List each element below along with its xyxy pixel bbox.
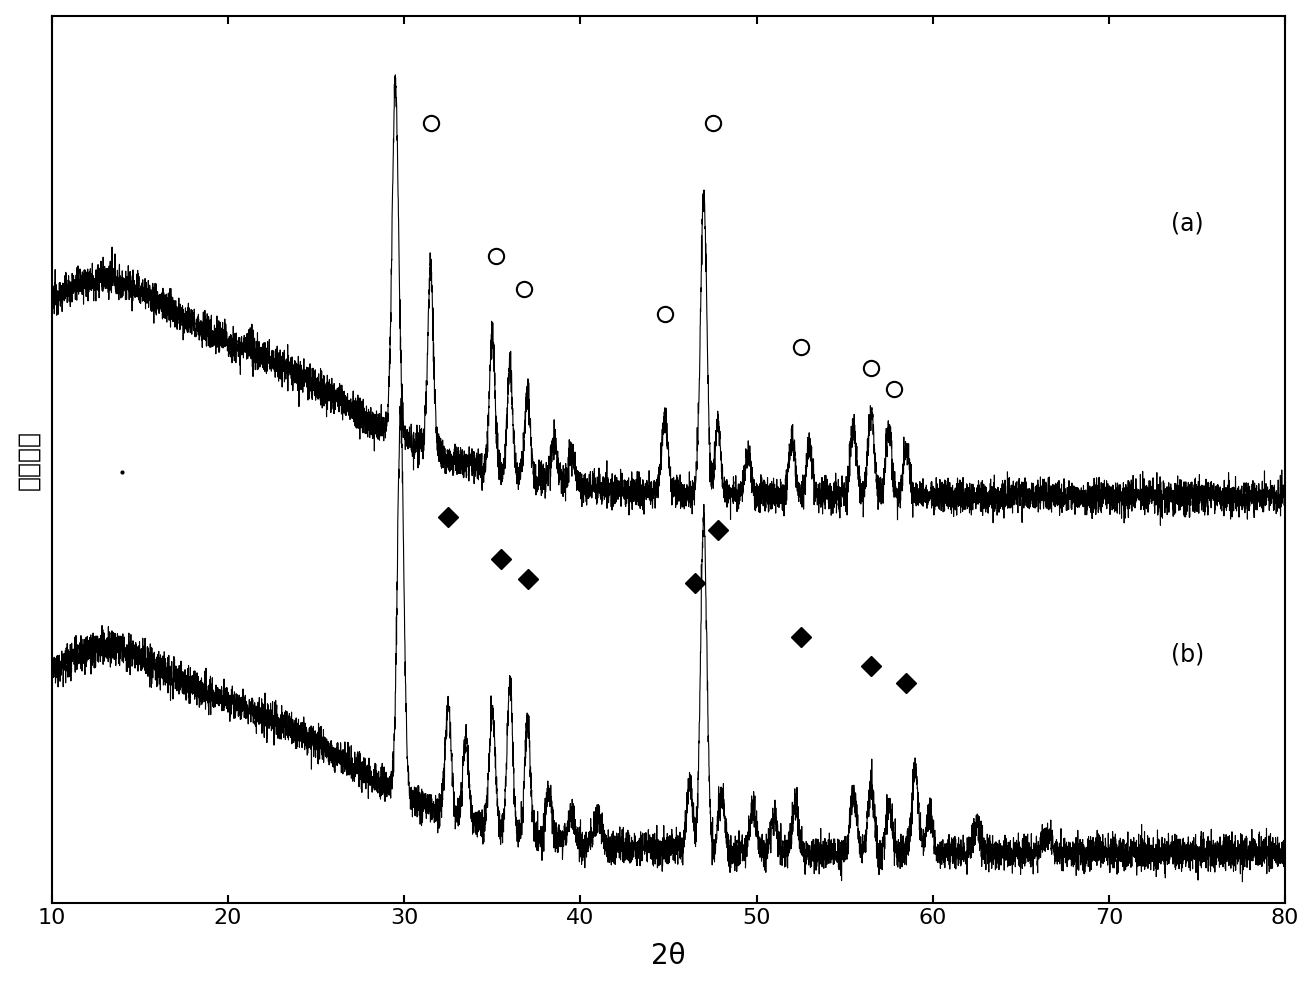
Y-axis label: 吸收强度: 吸收强度 — [17, 430, 41, 490]
X-axis label: 2θ: 2θ — [651, 942, 686, 969]
Text: (a): (a) — [1171, 212, 1203, 236]
Text: (b): (b) — [1171, 642, 1204, 667]
